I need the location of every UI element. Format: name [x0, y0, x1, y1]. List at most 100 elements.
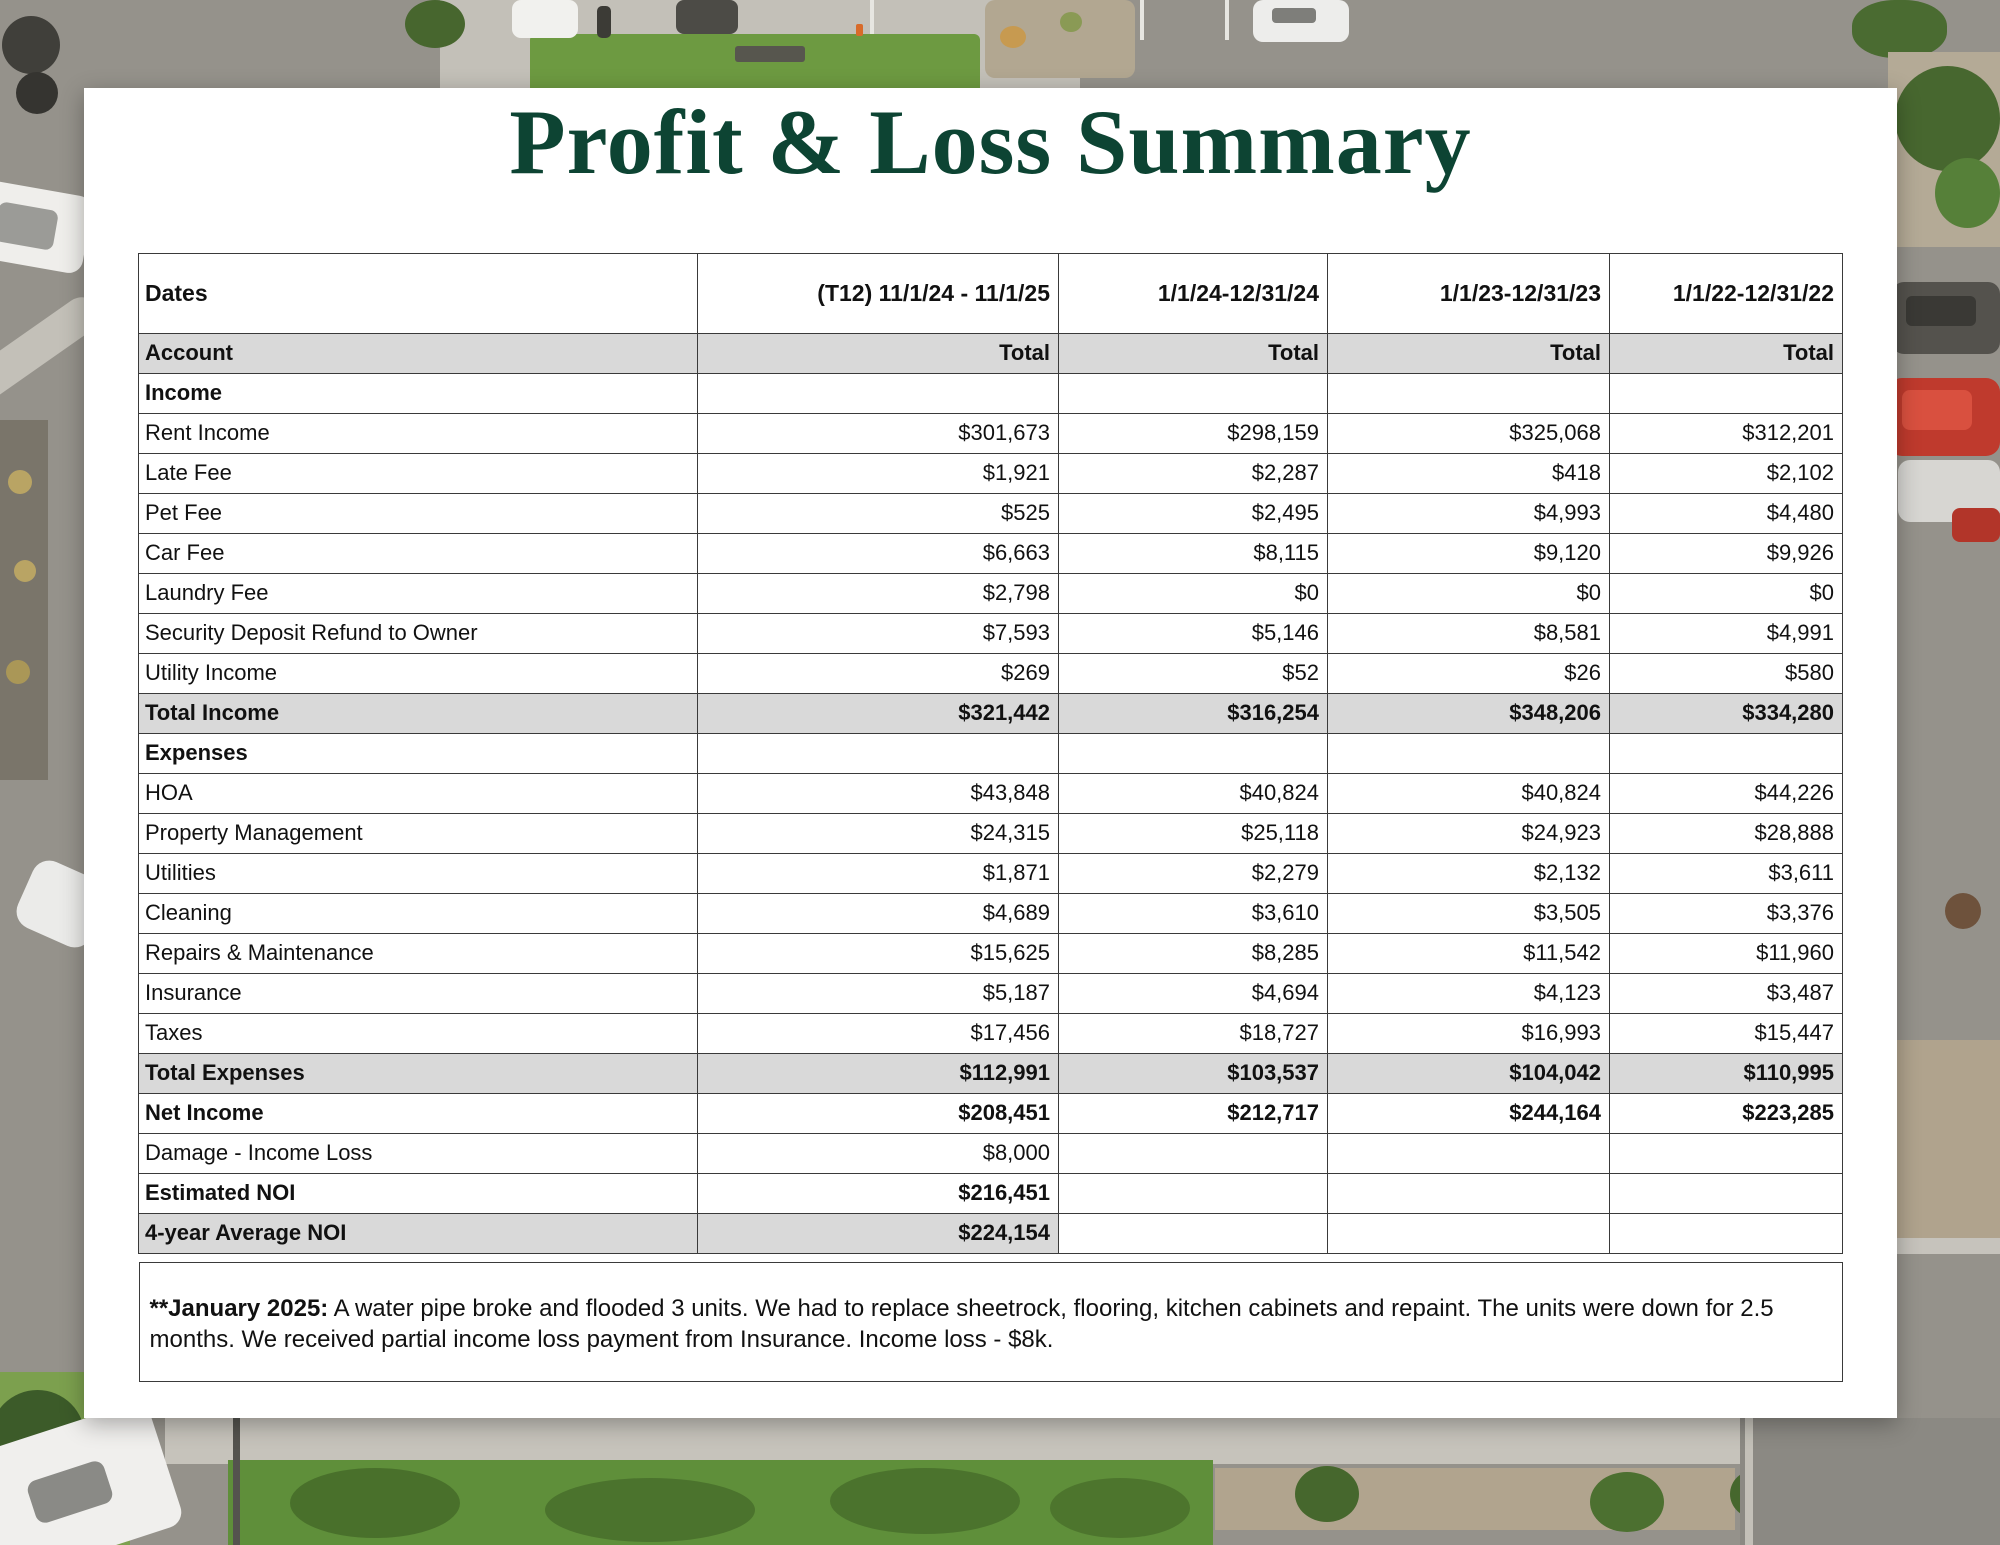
- row-value: $244,164: [1327, 1092, 1610, 1134]
- table-row: Damage - Income Loss $8,000: [138, 1132, 1843, 1174]
- car-roof-highlight: [1902, 390, 1972, 430]
- tire-stack: [2, 16, 60, 74]
- row-value: $312,201: [1609, 412, 1843, 454]
- tree-shadow: [1050, 1478, 1190, 1538]
- table-row: Net Income $208,451 $212,717 $244,164 $223,2…: [138, 1092, 1843, 1134]
- table-row: HOA $43,848 $40,824 $40,824 $44,226: [138, 772, 1843, 814]
- table-row: Taxes $17,456 $18,727 $16,993 $15,447: [138, 1012, 1843, 1054]
- row-value: $348,206: [1327, 692, 1610, 734]
- row-value: [697, 732, 1059, 774]
- parking-line: [1140, 0, 1144, 40]
- row-value: 1/1/23-12/31/23: [1327, 252, 1610, 334]
- row-label: Cleaning: [138, 892, 698, 934]
- table-row: Total Income $321,442 $316,254 $348,206 $334…: [138, 692, 1843, 734]
- pole-shadow: [233, 1418, 240, 1545]
- row-value: [1058, 372, 1328, 414]
- table-row: Property Management $24,315 $25,118 $24,923…: [138, 812, 1843, 854]
- row-value: $3,610: [1058, 892, 1328, 934]
- row-value: $1,871: [697, 852, 1059, 894]
- row-value: $2,132: [1327, 852, 1610, 894]
- row-value: $17,456: [697, 1012, 1059, 1054]
- row-value: $2,279: [1058, 852, 1328, 894]
- tree-shape: [405, 0, 465, 48]
- tree-shadow: [290, 1468, 460, 1538]
- row-value: $9,926: [1609, 532, 1843, 574]
- row-value: $3,611: [1609, 852, 1843, 894]
- table-row: Insurance $5,187 $4,694 $4,123 $3,487: [138, 972, 1843, 1014]
- table-row: Utilities $1,871 $2,279 $2,132 $3,611: [138, 852, 1843, 894]
- road-patch-bottom-right: [1740, 1418, 2000, 1545]
- row-value: $26: [1327, 652, 1610, 694]
- row-value: 1/1/22-12/31/22: [1609, 252, 1843, 334]
- row-value: $525: [697, 492, 1059, 534]
- row-value: [1058, 732, 1328, 774]
- row-value: $11,960: [1609, 932, 1843, 974]
- row-value: $0: [1058, 572, 1328, 614]
- row-value: $301,673: [697, 412, 1059, 454]
- car-shape-white-van: [512, 0, 578, 38]
- row-label: Utility Income: [138, 652, 698, 694]
- curb-strip: [1888, 1238, 2000, 1254]
- row-value: [1327, 1212, 1610, 1254]
- tree-shape: [1295, 1466, 1359, 1522]
- row-value: $0: [1327, 572, 1610, 614]
- table-row: Expenses: [138, 732, 1843, 774]
- table-row: Late Fee $1,921 $2,287 $418 $2,102: [138, 452, 1843, 494]
- table-row: Total Expenses $112,991 $103,537 $104,042 $1…: [138, 1052, 1843, 1094]
- footnote-bold-prefix: **January 2025:: [149, 1294, 329, 1322]
- ornamental-grass: [14, 560, 36, 582]
- row-value: Total: [1058, 332, 1328, 374]
- row-label: Security Deposit Refund to Owner: [138, 612, 698, 654]
- row-value: $4,689: [697, 892, 1059, 934]
- row-label: Expenses: [138, 732, 698, 774]
- row-label: Taxes: [138, 1012, 698, 1054]
- row-value: [1609, 732, 1843, 774]
- row-value: $4,123: [1327, 972, 1610, 1014]
- footnote-text: **January 2025: A water pipe broke and f…: [150, 1293, 1826, 1356]
- sidewalk-strip: [165, 1416, 1765, 1464]
- row-value: $3,376: [1609, 892, 1843, 934]
- tree-shadow: [830, 1468, 1020, 1534]
- row-value: Total: [1609, 332, 1843, 374]
- tree-shape: [1895, 66, 2000, 171]
- row-value: $316,254: [1058, 692, 1328, 734]
- picnic-table: [735, 46, 805, 62]
- curb-strip: [1745, 1418, 1753, 1545]
- car-shape-dark-van: [676, 0, 738, 34]
- pnl-summary-card: Profit & Loss Summary Dates (T12) 11/1/24…: [84, 88, 1897, 1418]
- row-value: [1609, 1172, 1843, 1214]
- row-value: $3,505: [1327, 892, 1610, 934]
- row-value: $8,285: [1058, 932, 1328, 974]
- row-value: [1058, 1212, 1328, 1254]
- row-value: $15,447: [1609, 1012, 1843, 1054]
- pnl-table: Dates (T12) 11/1/24 - 11/1/25 1/1/24-12/31…: [138, 252, 1843, 1254]
- row-value: [1058, 1172, 1328, 1214]
- row-value: $110,995: [1609, 1052, 1843, 1094]
- row-value: $5,187: [697, 972, 1059, 1014]
- row-label: Utilities: [138, 852, 698, 894]
- ornamental-grass: [8, 470, 32, 494]
- row-value: [1327, 1132, 1610, 1174]
- table-row: Dates (T12) 11/1/24 - 11/1/25 1/1/24-12/31…: [138, 252, 1843, 334]
- row-value: $52: [1058, 652, 1328, 694]
- row-value: Total: [697, 332, 1059, 374]
- row-value: $418: [1327, 452, 1610, 494]
- row-label: Total Income: [138, 692, 698, 734]
- row-value: $1,921: [697, 452, 1059, 494]
- row-label: Estimated NOI: [138, 1172, 698, 1214]
- row-value: [1609, 372, 1843, 414]
- row-value: [1609, 1132, 1843, 1174]
- row-value: $9,120: [1327, 532, 1610, 574]
- row-value: $40,824: [1327, 772, 1610, 814]
- row-value: $5,146: [1058, 612, 1328, 654]
- row-value: $24,315: [697, 812, 1059, 854]
- page-title: Profit & Loss Summary: [509, 91, 1472, 193]
- row-value: $40,824: [1058, 772, 1328, 814]
- row-value: $15,625: [697, 932, 1059, 974]
- row-value: $208,451: [697, 1092, 1059, 1134]
- row-value: $216,451: [697, 1172, 1059, 1214]
- car-windshield: [1906, 296, 1976, 326]
- row-label: Rent Income: [138, 412, 698, 454]
- row-value: $2,102: [1609, 452, 1843, 494]
- row-value: $298,159: [1058, 412, 1328, 454]
